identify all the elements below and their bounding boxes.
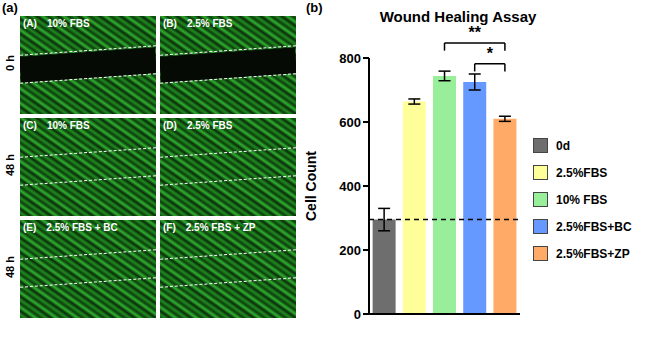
svg-text:0: 0: [354, 307, 361, 322]
html-text:10% FBS: 10% FBS: [46, 120, 90, 131]
svg-text:**: **: [468, 24, 481, 41]
svg-text:200: 200: [339, 243, 361, 258]
html-text:(b): (b): [306, 0, 323, 15]
html-text:48 h: 48 h: [4, 256, 16, 278]
svg-text:600: 600: [339, 115, 361, 130]
html-text:(C): (C): [23, 120, 37, 131]
html-text:0 h: 0 h: [4, 55, 16, 71]
html-text:(E): (E): [23, 222, 37, 233]
html-text:2.5% FBS + ZP: 2.5% FBS + ZP: [185, 222, 256, 233]
svg-text:800: 800: [339, 51, 361, 66]
html-text:(D): (D): [163, 120, 177, 131]
html-text:48 h: 48 h: [4, 154, 16, 176]
html-text:0d: 0d: [556, 138, 570, 153]
html-text:10% FBS: 10% FBS: [556, 192, 608, 207]
html-text:2.5%FBS+BC: 2.5%FBS+BC: [556, 219, 632, 234]
html-text:2.5%FBS+ZP: 2.5%FBS+ZP: [556, 246, 630, 261]
html-text:(A): (A): [23, 18, 37, 29]
html-text:2.5%FBS: 2.5%FBS: [556, 165, 608, 180]
html-text:Wound Healing Assay: Wound Healing Assay: [379, 8, 537, 25]
html-text:2.5% FBS: 2.5% FBS: [186, 120, 233, 131]
html-text:(B): (B): [163, 18, 177, 29]
svg-text:Cell Count: Cell Count: [303, 151, 319, 221]
html-text:(a): (a): [2, 0, 18, 15]
svg-text:*: *: [487, 45, 494, 62]
html-text:2.5% FBS + BC: 2.5% FBS + BC: [46, 222, 118, 233]
html-text:10% FBS: 10% FBS: [46, 18, 90, 29]
html-text:(F): (F): [163, 222, 176, 233]
svg-text:400: 400: [339, 179, 361, 194]
html-text:2.5% FBS: 2.5% FBS: [186, 18, 233, 29]
